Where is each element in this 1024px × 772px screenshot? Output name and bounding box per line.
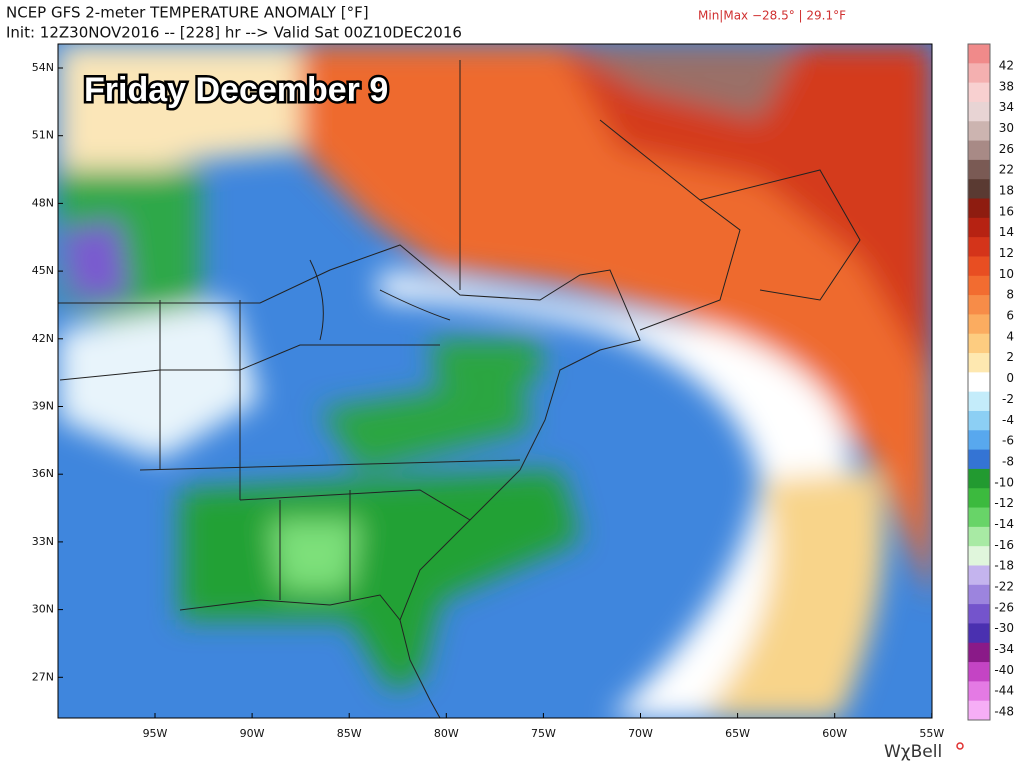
- lon-label: 55W: [919, 727, 944, 740]
- colorbar-swatch: [968, 82, 990, 103]
- title: NCEP GFS 2-meter TEMPERATURE ANOMALY [°F…: [6, 4, 369, 22]
- colorbar-label: 6: [1006, 309, 1014, 323]
- colorbar-label: -4: [1002, 413, 1014, 427]
- lon-label: 80W: [434, 727, 459, 740]
- colorbar-swatch: [968, 565, 990, 586]
- colorbar-swatch: [968, 410, 990, 431]
- lon-label: 70W: [628, 727, 653, 740]
- colorbar-label: -2: [1002, 392, 1014, 406]
- colorbar-swatch: [968, 179, 990, 200]
- lat-label: 51N: [32, 129, 54, 142]
- colorbar-label: 26: [999, 142, 1014, 156]
- borders: [58, 60, 861, 718]
- colorbar-label: 8: [1006, 288, 1014, 302]
- colorbar-label: 0: [1006, 371, 1014, 385]
- brand-logo: WχBell: [884, 742, 942, 762]
- colorbar-swatch: [968, 584, 990, 605]
- colorbar-swatch: [968, 159, 990, 180]
- colorbar-label: 2: [1006, 350, 1014, 364]
- colorbar-swatch: [968, 468, 990, 489]
- colorbar-swatch: [968, 63, 990, 84]
- colorbar: 423834302622181614121086420-2-4-6-8-10-1…: [967, 43, 1014, 721]
- colorbar-label: -22: [994, 579, 1014, 593]
- lon-label: 85W: [337, 727, 362, 740]
- day-overlay: Friday December 9: [84, 71, 388, 109]
- map-frame: [57, 43, 933, 719]
- colorbar-label: -12: [994, 496, 1014, 510]
- colorbar-label: 34: [999, 100, 1014, 114]
- lon-label: 95W: [143, 727, 168, 740]
- colorbar-label: -26: [994, 600, 1014, 614]
- lat-label: 27N: [32, 670, 54, 683]
- colorbar-swatch: [968, 275, 990, 296]
- colorbar-label: -34: [994, 642, 1014, 656]
- colorbar-swatch: [968, 295, 990, 315]
- colorbar-label: 30: [999, 121, 1014, 135]
- colorbar-label: 14: [999, 225, 1014, 239]
- colorbar-label: -8: [1002, 454, 1014, 468]
- colorbar-swatch: [968, 256, 990, 277]
- colorbar-swatch: [968, 140, 990, 161]
- colorbar-label: 38: [999, 79, 1014, 93]
- colorbar-swatch: [968, 391, 990, 412]
- colorbar-swatch: [968, 237, 990, 257]
- lon-label: 65W: [725, 727, 750, 740]
- lat-label: 36N: [32, 467, 54, 480]
- colorbar-label: -14: [994, 517, 1014, 531]
- colorbar-label: -44: [994, 684, 1014, 698]
- colorbar-label: -40: [994, 663, 1014, 677]
- lat-label: 33N: [32, 535, 54, 548]
- colorbar-swatch: [968, 44, 990, 64]
- colorbar-label: 16: [999, 204, 1014, 218]
- colorbar-swatch: [968, 507, 990, 528]
- colorbar-swatch: [968, 333, 990, 354]
- lat-label: 42N: [32, 332, 54, 345]
- colorbar-label: -30: [994, 621, 1014, 635]
- map-field: [58, 44, 932, 718]
- lat-label: 48N: [32, 196, 54, 209]
- colorbar-swatch: [968, 449, 990, 470]
- colorbar-swatch: [968, 198, 990, 219]
- lat-label: 30N: [32, 603, 54, 616]
- colorbar-label: 4: [1006, 329, 1014, 343]
- colorbar-label: -48: [994, 705, 1014, 719]
- colorbar-swatch: [968, 623, 990, 644]
- colorbar-swatch: [968, 217, 990, 238]
- lat-label: 45N: [32, 264, 54, 277]
- brand-dot: [956, 742, 964, 750]
- colorbar-swatch: [968, 430, 990, 451]
- lat-label: 54N: [32, 61, 54, 74]
- colorbar-label: 10: [999, 267, 1014, 281]
- colorbar-swatch: [968, 662, 990, 682]
- colorbar-label: -16: [994, 538, 1014, 552]
- lat-label: 39N: [32, 400, 54, 413]
- colorbar-swatch: [968, 604, 990, 624]
- lon-label: 90W: [240, 727, 265, 740]
- colorbar-swatch: [968, 314, 990, 335]
- colorbar-label: 12: [999, 246, 1014, 260]
- colorbar-swatch: [968, 700, 990, 721]
- colorbar-swatch: [968, 353, 990, 373]
- colorbar-swatch: [968, 681, 990, 702]
- colorbar-frame: [967, 43, 991, 721]
- min-max: Min|Max −28.5° | 29.1°F: [698, 9, 846, 23]
- colorbar-swatch: [968, 526, 990, 547]
- colorbar-label: 42: [999, 59, 1014, 73]
- lon-label: 60W: [822, 727, 847, 740]
- lon-label: 75W: [531, 727, 556, 740]
- colorbar-swatch: [968, 642, 990, 663]
- init-line: Init: 12Z30NOV2016 -- [228] hr --> Valid…: [6, 24, 462, 42]
- colorbar-swatch: [968, 546, 990, 566]
- colorbar-swatch: [968, 488, 990, 509]
- colorbar-label: 18: [999, 184, 1014, 198]
- colorbar-swatch: [968, 121, 990, 142]
- colorbar-swatch: [968, 372, 990, 393]
- colorbar-swatch: [968, 101, 990, 122]
- colorbar-label: 22: [999, 163, 1014, 177]
- colorbar-label: -6: [1002, 434, 1014, 448]
- colorbar-label: -18: [994, 559, 1014, 573]
- colorbar-label: -10: [994, 475, 1014, 489]
